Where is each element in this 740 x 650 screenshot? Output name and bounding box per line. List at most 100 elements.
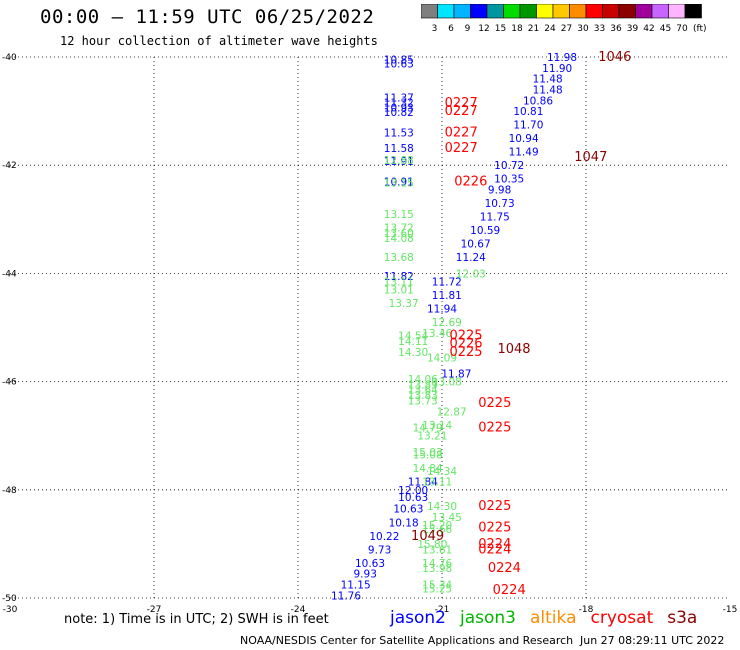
colorbar-label: 15 — [495, 24, 506, 34]
swh-label-cryosat: 0226 — [454, 174, 487, 189]
swh-label-jason3: 15.08 — [413, 450, 443, 462]
swh-label-jason3: 14.30 — [398, 347, 428, 359]
swh-label-jason2: 11.53 — [384, 128, 414, 140]
lon-tick-label: -30 — [3, 605, 18, 615]
swh-label-jason2: 11.24 — [456, 252, 486, 264]
colorbar-label: 42 — [643, 24, 654, 34]
swh-label-jason2: 10.73 — [485, 198, 515, 210]
swh-label-jason3: 14.84 — [413, 463, 443, 475]
swh-label-jason3: 13.46 — [422, 328, 452, 340]
swh-label-s3a: 1046 — [598, 50, 631, 65]
swh-label-cryosat: 0227 — [445, 141, 478, 156]
swh-label-jason2: 10.18 — [389, 517, 419, 529]
swh-label-jason3: 14.76 — [422, 558, 452, 570]
swh-label-jason2: 10.22 — [369, 531, 399, 543]
legend-item-cryosat: cryosat — [590, 608, 654, 628]
swh-label-jason3: 13.89 — [408, 379, 438, 391]
swh-label-jason2: 11.37 — [384, 93, 414, 105]
lon-tick-label: -18 — [579, 605, 594, 615]
swh-label-jason2: 9.73 — [368, 544, 391, 556]
swh-label-jason2: 10.35 — [494, 174, 524, 186]
swh-label-jason3: 15.03 — [413, 447, 443, 459]
swh-label-jason3: 13.08 — [432, 377, 462, 389]
swh-label-cryosat: 0225 — [478, 521, 511, 536]
colorbar-label: 9 — [465, 24, 471, 34]
swh-label-jason2: 11.91 — [384, 156, 414, 168]
swh-label-cryosat: 0225 — [449, 329, 482, 344]
colorbar-label: 6 — [448, 24, 454, 34]
swh-label-cryosat: 0224 — [478, 542, 511, 557]
colorbar-label: 27 — [561, 24, 572, 34]
swh-label-jason2: 12.00 — [398, 485, 428, 497]
swh-label-jason3: 15.20 — [422, 520, 452, 532]
swh-label-jason3: 13.15 — [384, 209, 414, 221]
swh-label-jason3: 15.80 — [417, 539, 447, 551]
swh-label-cryosat: 0227 — [445, 126, 478, 141]
swh-label-jason3: 12.03 — [456, 268, 486, 280]
colorbar-label: 21 — [528, 24, 539, 34]
swh-label-jason2: 10.59 — [470, 225, 500, 237]
lon-tick-label: -27 — [147, 605, 162, 615]
swh-label-jason3: 13.72 — [384, 222, 414, 234]
swh-label-jason2: 11.75 — [480, 212, 510, 224]
swh-label-jason2: 11.87 — [441, 368, 471, 380]
swh-label-jason2: 10.63 — [393, 504, 423, 516]
swh-label-jason3: 14.54 — [398, 331, 428, 343]
lat-tick-label: -40 — [2, 53, 17, 63]
swh-label-jason2: 11.48 — [533, 74, 563, 86]
swh-label-jason2: 11.94 — [427, 304, 457, 316]
colorbar-unit: (ft) — [693, 24, 707, 34]
swh-label-cryosat: 0225 — [478, 421, 511, 436]
swh-label-jason3: 13.21 — [417, 431, 447, 443]
swh-label-jason3: 13.14 — [422, 420, 452, 432]
swh-label-jason3: 13.64 — [408, 385, 438, 397]
colorbar-label: 39 — [627, 24, 639, 34]
swh-label-jason2: 11.48 — [533, 84, 563, 96]
swh-label-jason2: 10.63 — [384, 58, 414, 70]
swh-label-jason3: 12.69 — [432, 317, 462, 329]
swh-label-cryosat: 0225 — [478, 396, 511, 411]
swh-label-cryosat: 0224 — [488, 561, 521, 576]
swh-label-jason2: 10.91 — [384, 176, 414, 188]
footer-credit: NOAA/NESDIS Center for Satellite Applica… — [240, 634, 574, 647]
swh-label-jason2: 10.67 — [461, 239, 491, 251]
swh-label-jason2: 11.90 — [542, 63, 572, 75]
swh-label-s3a: 1049 — [411, 529, 444, 544]
swh-label-jason3: 14.34 — [427, 466, 457, 478]
swh-label-jason2: 11.84 — [408, 477, 438, 489]
swh-label-jason2: 10.82 — [384, 107, 414, 119]
colorbar: 3 6 9 12 15 18 21 24 27 30 33 36 39 42 45 70 (ft) — [421, 4, 707, 34]
swh-label-cryosat: 0224 — [478, 537, 511, 552]
footer-note: note: 1) Time is in UTC; 2) SWH is in fe… — [64, 612, 329, 627]
swh-label-jason3: 13.11 — [422, 477, 452, 489]
colorbar-swatch — [684, 4, 702, 19]
swh-label-jason3: 12.87 — [437, 406, 467, 418]
swh-label-jason2: 11.15 — [341, 579, 371, 591]
swh-label-jason3: 14.08 — [384, 233, 414, 245]
colorbar-label: 36 — [610, 24, 622, 34]
colorbar-label: 30 — [577, 24, 589, 34]
swh-label-jason3: 13.68 — [384, 252, 414, 264]
swh-label-jason3: 13.01 — [384, 285, 414, 297]
swh-label-jason2: 10.63 — [355, 558, 385, 570]
swh-label-jason3: 13.83 — [408, 390, 438, 402]
swh-label-jason2: 10.93 — [384, 102, 414, 114]
legend-item-altika: altika — [530, 608, 577, 628]
swh-label-jason3: 14.06 — [408, 374, 438, 386]
colorbar-label: 45 — [660, 24, 671, 34]
swh-label-jason2: 11.58 — [384, 143, 414, 155]
swh-label-jason2: 10.63 — [398, 492, 428, 504]
legend-item-jason3: jason3 — [460, 608, 516, 628]
swh-label-jason3: 14.30 — [427, 501, 457, 513]
legend-item-jason2: jason2 — [390, 608, 446, 628]
swh-label-jason2: 10.81 — [513, 106, 543, 118]
swh-label-s3a: 1048 — [497, 342, 530, 357]
lat-tick-label: -42 — [2, 161, 17, 171]
swh-label-cryosat: 0227 — [445, 104, 478, 119]
swh-label-jason2: 11.98 — [547, 52, 577, 64]
swh-label-jason3: 15.66 — [422, 524, 452, 536]
lon-tick-label: -15 — [723, 605, 738, 615]
swh-label-jason3: 14.79 — [413, 423, 443, 435]
lat-tick-label: -46 — [2, 378, 17, 388]
